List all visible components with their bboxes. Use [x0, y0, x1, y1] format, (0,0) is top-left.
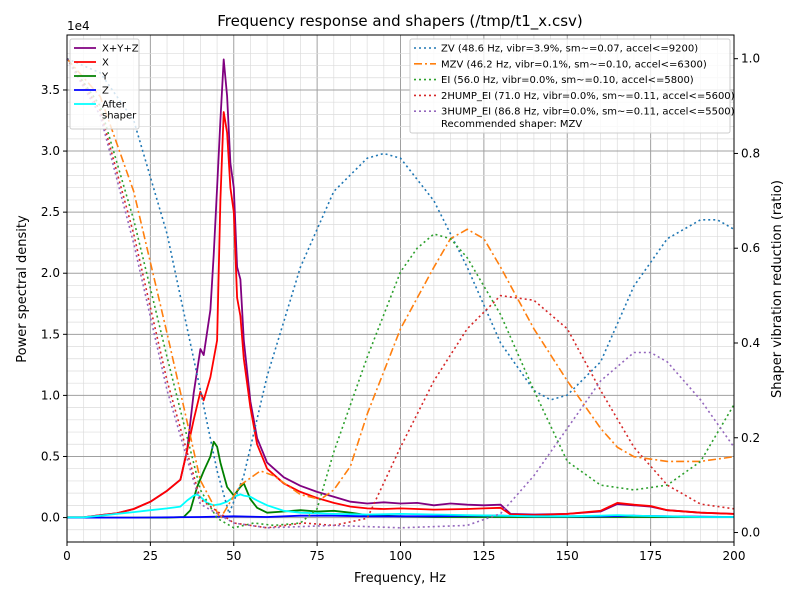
x-axis-label: Frequency, Hz: [354, 571, 446, 586]
y2-tick-label: 0.4: [741, 336, 760, 350]
y-tick-label: 0.0: [41, 511, 60, 525]
legend-psd-label: Y: [101, 72, 109, 83]
y-tick-label: 3.0: [41, 144, 60, 158]
shaper-line-2: [66, 58, 735, 529]
y-tick-label: 2.0: [41, 266, 60, 280]
y-tick-label: 2.5: [41, 205, 60, 219]
x-tick-label: 75: [309, 549, 324, 563]
recommended-shaper-text: Recommended shaper: MZV: [441, 119, 582, 130]
chart-title: Frequency response and shapers (/tmp/t1_…: [217, 12, 583, 31]
y2-tick-label: 1.0: [741, 52, 760, 66]
x-tick-label: 125: [472, 549, 495, 563]
y2-axis-label: Shaper vibration reduction (ratio): [770, 180, 785, 398]
legend-shaper-label: 2HUMP_EI (71.0 Hz, vibr=0.0%, sm~=0.11, …: [441, 91, 735, 102]
legend-shaper-label: MZV (46.2 Hz, vibr=0.1%, sm~=0.10, accel…: [441, 59, 707, 70]
x-tick-label: 25: [143, 549, 158, 563]
legend-psd-label: shaper: [102, 111, 137, 122]
y2-tick-label: 0.2: [741, 431, 760, 445]
x-tick-label: 200: [723, 549, 746, 563]
y2-tick-label: 0.8: [741, 146, 760, 160]
x-tick-label: 175: [639, 549, 662, 563]
psd-line-4: [67, 493, 734, 519]
legend-shapers: Recommended shaper: MZV ZV (48.6 Hz, vib…: [409, 38, 735, 134]
legend-psd-label: X+Y+Z: [102, 44, 139, 55]
y-axis-label: Power spectral density: [15, 215, 30, 363]
x-tick-label: 100: [389, 549, 412, 563]
legend-shaper-label: ZV (48.6 Hz, vibr=3.9%, sm~=0.07, accel<…: [441, 44, 698, 55]
x-tick-label: 50: [226, 549, 241, 563]
y2-tick-label: 0.0: [741, 526, 760, 540]
legend-shaper-label: EI (56.0 Hz, vibr=0.0%, sm~=0.10, accel<…: [441, 75, 694, 86]
y-tick-label: 1.0: [41, 388, 60, 402]
y-tick-label: 0.5: [41, 449, 60, 463]
legend-shaper-label: 3HUMP_EI (86.8 Hz, vibr=0.0%, sm~=0.11, …: [441, 107, 735, 118]
shaper-line-0: [66, 57, 735, 517]
y-tick-label: 3.5: [41, 83, 60, 97]
legend-shapers-box: [409, 38, 731, 134]
shaper-line-3: [66, 58, 735, 529]
y2-tick-label: 0.6: [741, 241, 760, 255]
legend-psd-label: X: [102, 58, 109, 69]
legend-psd-label: After: [102, 100, 127, 111]
y-tick-label: 1.5: [41, 327, 60, 341]
x-tick-label: 150: [556, 549, 579, 563]
legend-psd-label: Z: [102, 86, 109, 97]
ticks: 0 25 50 75 100 125 150 175 200 0.0 0.5 1.0 1.5 2.0 2.5…: [41, 52, 760, 563]
shaper-line-1: [66, 58, 735, 520]
shaper-series-layer: [66, 57, 735, 529]
y-offset-text: 1e4: [67, 19, 90, 33]
shaper-line-4: [66, 58, 735, 529]
x-tick-label: 0: [63, 549, 71, 563]
